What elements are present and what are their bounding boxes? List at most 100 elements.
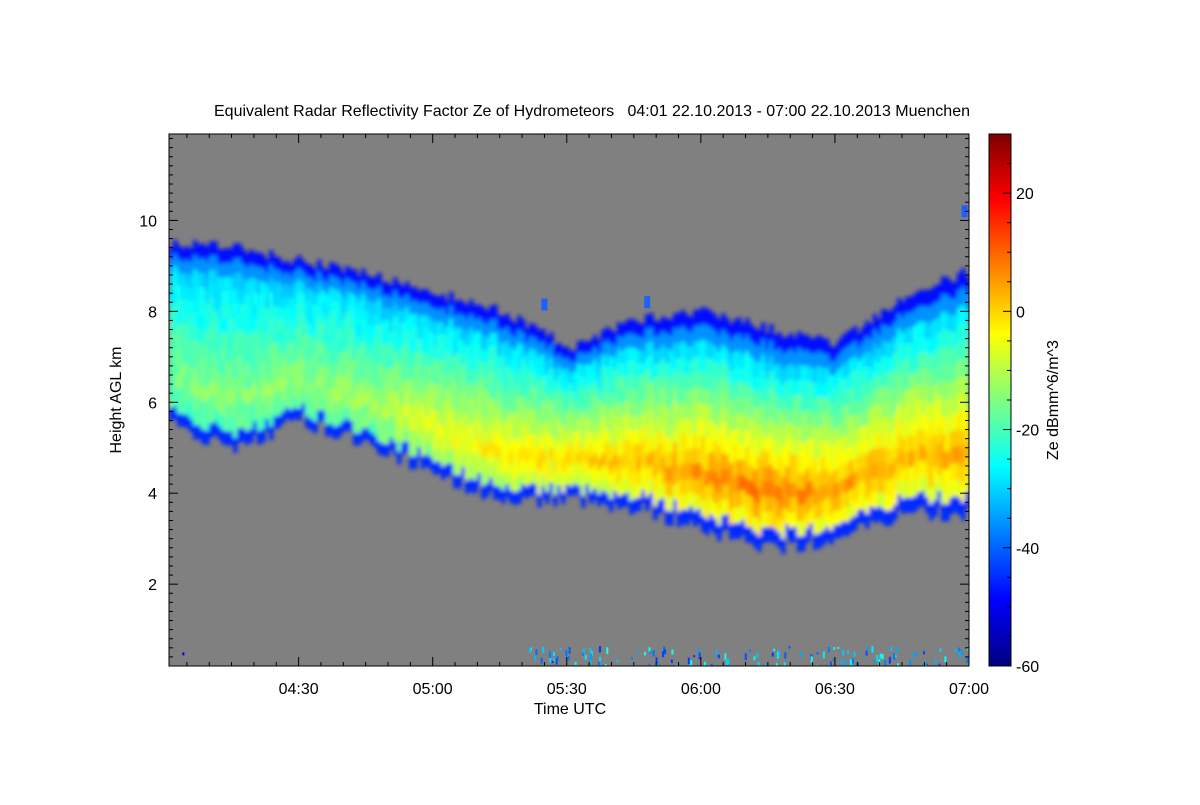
cloud-cell (797, 394, 802, 411)
cloud-cell (661, 372, 666, 387)
cloud-cell (593, 370, 598, 383)
cloud-cell (297, 278, 302, 292)
cloud-cell (797, 520, 802, 537)
cloud-cell (753, 437, 758, 454)
cloud-cell (337, 266, 342, 280)
cloud-cell (201, 414, 206, 430)
clutter-point (847, 650, 850, 655)
cloud-cell (613, 429, 618, 443)
cloud-cell (705, 340, 710, 358)
cloud-cell (941, 433, 946, 452)
cloud-cell (209, 241, 214, 257)
cloud-cell (357, 287, 362, 301)
cloud-cell (525, 401, 530, 414)
cloud-cell (601, 367, 606, 381)
cloud-cell (773, 334, 778, 351)
cloud-cell (545, 479, 550, 492)
cloud-cell (893, 336, 898, 353)
cloud-cell (553, 436, 558, 449)
cloud-cell (473, 439, 478, 454)
cloud-fill (169, 240, 969, 555)
cloud-cell (885, 310, 890, 327)
clutter-point (816, 664, 819, 666)
cloud-cell (305, 299, 310, 312)
cloud-cell (309, 417, 314, 431)
cloud-cell (389, 308, 394, 321)
cloud-cell (697, 447, 702, 463)
cloud-cell (653, 491, 658, 507)
cloud-cell (221, 304, 226, 320)
cloud-cell (669, 422, 674, 438)
cloud-cell (577, 374, 582, 387)
cloud-cell (649, 327, 654, 342)
cloud-cell (421, 416, 426, 431)
cloud-cell (197, 300, 202, 315)
cloud-cell (665, 495, 670, 511)
cloud-cell (661, 316, 666, 332)
cloud-cell (709, 404, 714, 421)
x-tick-label: 06:30 (815, 681, 855, 698)
cloud-cell (813, 413, 818, 429)
cloud-cell (557, 419, 562, 431)
cloud-cell (901, 377, 906, 394)
cloud-cell (509, 437, 514, 451)
cloud-cell (341, 363, 346, 376)
cloud-cell (337, 278, 342, 292)
cloud-cell (769, 355, 774, 372)
cloud-cell (853, 442, 858, 458)
cloud-cell (857, 414, 862, 429)
cloud-cell (481, 375, 486, 390)
cloud-cell (713, 518, 718, 535)
cloud-cell (801, 365, 806, 382)
cloud-cell (181, 273, 186, 288)
clutter-point (757, 661, 760, 666)
cloud-cell (225, 416, 230, 432)
cloud-cell (645, 482, 650, 497)
cloud-cell (365, 380, 370, 393)
cloud-cell (693, 356, 698, 373)
clutter-point (552, 652, 555, 656)
cloud-cell (641, 400, 646, 414)
cloud-cell (245, 335, 250, 350)
cloud-cell (229, 388, 234, 404)
cloud-cell (213, 296, 218, 312)
cloud-cell (721, 360, 726, 377)
cloud-cell (805, 394, 810, 410)
cloud-cell (737, 459, 742, 476)
cloud-cell (189, 340, 194, 354)
cloud-cell (609, 381, 614, 396)
cloud-cell (717, 429, 722, 447)
cloud-cell (445, 462, 450, 476)
cloud-cell (649, 409, 654, 424)
cloud-cell (489, 345, 494, 360)
cloud-cell (561, 347, 566, 359)
cloud-cell (481, 485, 486, 500)
cloud-cell (393, 328, 398, 342)
cloud-cell (813, 382, 818, 399)
cloud-cell (649, 492, 654, 507)
cloud-cell (421, 365, 426, 380)
cloud-cell (649, 423, 654, 438)
cloud-cell (553, 356, 558, 369)
cloud-cell (361, 293, 366, 307)
cloud-cell (173, 342, 178, 356)
y-tick-label: 8 (148, 304, 157, 321)
cloud-cell (237, 271, 242, 287)
cloud-cell (865, 498, 870, 514)
cloud-cell (589, 421, 594, 434)
cloud-cell (593, 346, 598, 360)
cloud-cell (545, 336, 550, 350)
cloud-cell (533, 386, 538, 399)
cloud-cell (889, 326, 894, 342)
cloud-cell (245, 362, 250, 377)
cloud-cell (169, 321, 174, 335)
cloud-cell (837, 453, 842, 468)
cloud-cell (361, 305, 366, 319)
cloud-cell (773, 453, 778, 470)
cloud-cell (425, 377, 430, 392)
cloud-cell (893, 412, 898, 429)
cloud-cell (437, 347, 442, 361)
cloud-cell (957, 290, 962, 308)
cloud-cell (905, 481, 910, 498)
cloud-cell (537, 456, 542, 470)
